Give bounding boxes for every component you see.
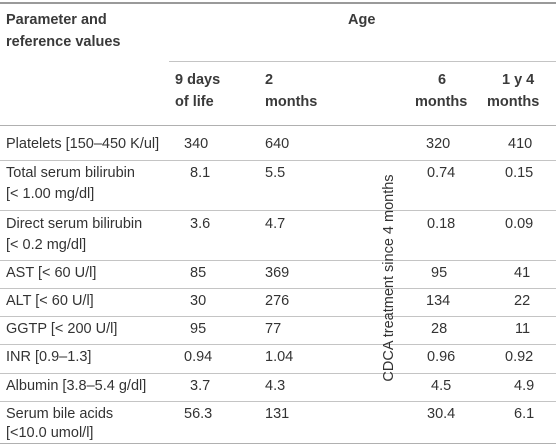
cell-value: 28 <box>431 321 448 337</box>
col-header-1y4m-line2: months <box>487 94 540 110</box>
cell-value: 0.94 <box>184 349 213 365</box>
cell-value: 95 <box>431 265 448 281</box>
row-label: ALT [< 60 U/l] <box>6 293 94 309</box>
cell-value: 0.15 <box>505 165 534 181</box>
age-underline <box>169 61 556 62</box>
row-label: Total serum bilirubin <box>6 165 135 181</box>
row-label: Direct serum bilirubin <box>6 216 143 232</box>
row-label: INR [0.9–1.3] <box>6 349 92 365</box>
row-label-sub: [<10.0 umol/l] <box>6 425 94 441</box>
row-divider <box>0 344 556 345</box>
cell-value: 6.1 <box>514 406 535 422</box>
cell-value: 369 <box>265 265 290 281</box>
cell-value: 1.04 <box>265 349 294 365</box>
cell-value: 640 <box>265 136 290 152</box>
cell-value: 0.74 <box>427 165 456 181</box>
cell-value: 4.3 <box>265 378 286 394</box>
col-header-1y4m-line1: 1 y 4 <box>502 72 535 88</box>
cell-value: 0.96 <box>427 349 456 365</box>
row-label: GGTP [< 200 U/l] <box>6 321 118 337</box>
cell-value: 95 <box>190 321 207 337</box>
cell-value: 0.18 <box>427 216 456 232</box>
cell-value: 3.7 <box>190 378 211 394</box>
cell-value: 410 <box>508 136 533 152</box>
row-divider <box>0 210 556 211</box>
col-header-9days-line1: 9 days <box>175 72 221 88</box>
cell-value: 41 <box>514 265 531 281</box>
cell-value: 276 <box>265 293 290 309</box>
cell-value: 320 <box>426 136 451 152</box>
cell-value: 30 <box>190 293 207 309</box>
cell-value: 5.5 <box>265 165 286 181</box>
table-bottom-rule <box>0 443 556 444</box>
cell-value: 8.1 <box>190 165 211 181</box>
cell-value: 30.4 <box>427 406 456 422</box>
row-label: Platelets [150–450 K/ul] <box>6 136 160 152</box>
cell-value: 3.6 <box>190 216 211 232</box>
cell-value: 85 <box>190 265 207 281</box>
cell-value: 4.5 <box>431 378 452 394</box>
row-divider <box>0 288 556 289</box>
row-divider <box>0 401 556 402</box>
row-label-sub: [< 1.00 mg/dl] <box>6 186 95 202</box>
col-header-6months-line1: 6 <box>438 72 447 88</box>
row-divider <box>0 260 556 261</box>
row-label-sub: [< 0.2 mg/dl] <box>6 237 87 253</box>
cell-value: 56.3 <box>184 406 213 422</box>
cell-value: 131 <box>265 406 290 422</box>
row-divider <box>0 160 556 161</box>
table-top-rule <box>0 2 556 4</box>
param-header-line2: reference values <box>6 34 121 50</box>
col-header-2months-line2: months <box>265 94 318 110</box>
cell-value: 340 <box>184 136 209 152</box>
treatment-note: CDCA treatment since 4 months <box>381 174 397 382</box>
col-header-9days-line2: of life <box>175 94 214 110</box>
header-bottom-rule <box>0 125 556 126</box>
row-divider <box>0 373 556 374</box>
row-label: AST [< 60 U/l] <box>6 265 97 281</box>
cell-value: 4.9 <box>514 378 535 394</box>
col-header-6months-line2: months <box>415 94 468 110</box>
row-divider <box>0 316 556 317</box>
age-header: Age <box>348 12 376 28</box>
cell-value: 4.7 <box>265 216 286 232</box>
cell-value: 11 <box>515 321 531 337</box>
cell-value: 22 <box>514 293 531 309</box>
cell-value: 0.09 <box>505 216 534 232</box>
col-header-2months-line1: 2 <box>265 72 274 88</box>
cell-value: 134 <box>426 293 451 309</box>
param-header-line1: Parameter and <box>6 12 107 28</box>
cell-value: 77 <box>265 321 282 337</box>
row-label: Albumin [3.8–5.4 g/dl] <box>6 378 147 394</box>
cell-value: 0.92 <box>505 349 534 365</box>
row-label: Serum bile acids <box>6 406 114 422</box>
